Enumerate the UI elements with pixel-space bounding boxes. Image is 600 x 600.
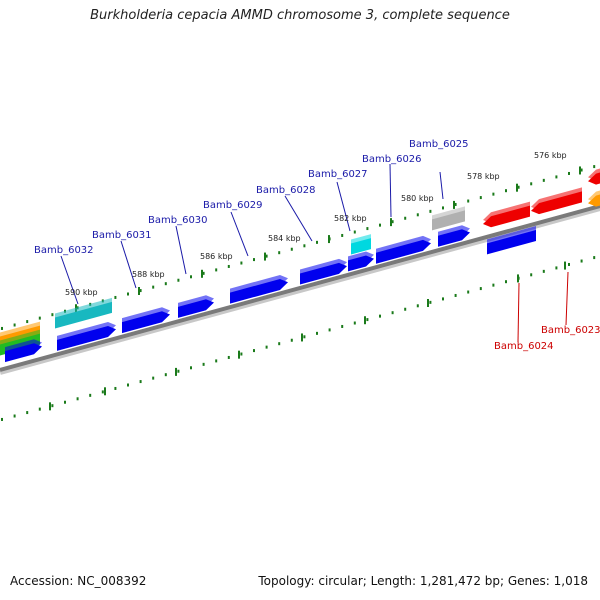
gene-blue-7[interactable] bbox=[348, 251, 374, 272]
scale-label: 576 kbp bbox=[534, 151, 567, 160]
gene-right-orange-body bbox=[588, 194, 600, 207]
gene-blue-9-body bbox=[438, 229, 470, 247]
leader-line-6 bbox=[120, 240, 137, 289]
gene-label[interactable]: Bamb_6027 bbox=[308, 169, 368, 180]
gene-bamb-6029-arrow[interactable] bbox=[178, 295, 214, 318]
leader-line-8 bbox=[517, 282, 520, 343]
gene-bamb-6029-arrow-body bbox=[178, 299, 214, 318]
gene-label[interactable]: Bamb_6030 bbox=[148, 215, 208, 226]
gene-bamb-6032-body bbox=[55, 301, 112, 329]
scale-label: 584 kbp bbox=[268, 234, 301, 243]
gene-label[interactable]: Bamb_6025 bbox=[409, 139, 469, 150]
gene-bamb-6023[interactable] bbox=[531, 187, 582, 215]
gene-label[interactable]: Bamb_6029 bbox=[203, 200, 263, 211]
gene-label[interactable]: Bamb_6028 bbox=[256, 185, 316, 196]
gene-bamb-6028-arrow-body bbox=[230, 278, 288, 304]
gene-bamb-6026-arrow[interactable] bbox=[376, 235, 431, 264]
gene-label[interactable]: Bamb_6026 bbox=[362, 154, 422, 165]
map-title: Burkholderia cepacia AMMD chromosome 3, … bbox=[90, 8, 510, 23]
gene-bamb-6025[interactable] bbox=[432, 206, 465, 231]
leader-line-4 bbox=[230, 211, 249, 257]
gene-labels: Bamb_6025 Bamb_6026 Bamb_6027 Bamb_6028 Bamb… bbox=[34, 139, 600, 352]
gene-label[interactable]: Bamb_6031 bbox=[92, 230, 152, 241]
scale-label: 588 kbp bbox=[132, 270, 165, 279]
gene-right-red[interactable] bbox=[588, 168, 600, 185]
gene-features bbox=[0, 168, 600, 363]
gene-label[interactable]: Bamb_6023 bbox=[541, 325, 600, 336]
leader-line-9 bbox=[565, 271, 569, 326]
gene-bamb-6025-body bbox=[432, 210, 465, 231]
gene-bamb-6024-body bbox=[483, 205, 530, 228]
genome-summary: Topology: circular; Length: 1,281,472 bp… bbox=[258, 574, 588, 588]
gene-bamb-6030-arrow-body bbox=[122, 311, 170, 334]
gene-blue-6[interactable] bbox=[300, 258, 347, 285]
scale-labels: 576 kbp 578 kbp 580 kbp 582 kbp 584 kbp 586 k… bbox=[65, 151, 567, 297]
scale-label: 582 kbp bbox=[334, 214, 367, 223]
label-leader-lines bbox=[60, 163, 569, 343]
gene-bamb-6031-arrow[interactable] bbox=[57, 321, 116, 351]
scale-label: 586 kbp bbox=[200, 252, 233, 261]
gene-label[interactable]: Bamb_6032 bbox=[34, 245, 94, 256]
gene-bamb-6027[interactable] bbox=[351, 234, 371, 255]
chromosome-backbone bbox=[0, 204, 600, 372]
gene-blue-7-body bbox=[348, 255, 374, 272]
gene-bamb-6024[interactable] bbox=[483, 201, 530, 228]
gene-blue-1-body bbox=[5, 343, 42, 363]
gene-bamb-6031-arrow-body bbox=[57, 325, 116, 351]
gene-blue-1[interactable] bbox=[5, 339, 42, 363]
leader-line-2 bbox=[336, 181, 351, 232]
leader-line-7 bbox=[60, 255, 79, 305]
leader-line-3 bbox=[284, 195, 313, 242]
gene-right-red-body bbox=[588, 172, 600, 185]
scale-label: 580 kbp bbox=[401, 194, 434, 203]
gene-bamb-6030-arrow[interactable] bbox=[122, 307, 170, 334]
gene-bamb-6026-arrow-body bbox=[376, 239, 431, 264]
leader-line-1 bbox=[389, 163, 392, 218]
leader-line-5 bbox=[175, 225, 187, 275]
gene-blue-6-body bbox=[300, 262, 347, 285]
gene-blue-below[interactable] bbox=[487, 225, 536, 255]
scale-ticks-lower bbox=[1, 256, 596, 421]
gene-blue-below-body bbox=[487, 229, 536, 255]
gene-bamb-6023-body bbox=[531, 191, 582, 215]
gene-bamb-6027-body bbox=[351, 238, 371, 255]
accession-text: Accession: NC_008392 bbox=[10, 574, 147, 588]
gene-bamb-6032[interactable] bbox=[55, 297, 112, 329]
leader-line-0 bbox=[439, 171, 444, 200]
gene-blue-9[interactable] bbox=[438, 225, 470, 247]
gene-label[interactable]: Bamb_6024 bbox=[494, 341, 554, 352]
gene-right-orange[interactable] bbox=[588, 190, 600, 207]
scale-label: 578 kbp bbox=[467, 172, 500, 181]
scale-label: 590 kbp bbox=[65, 288, 98, 297]
gene-bamb-6028-arrow[interactable] bbox=[230, 274, 288, 304]
